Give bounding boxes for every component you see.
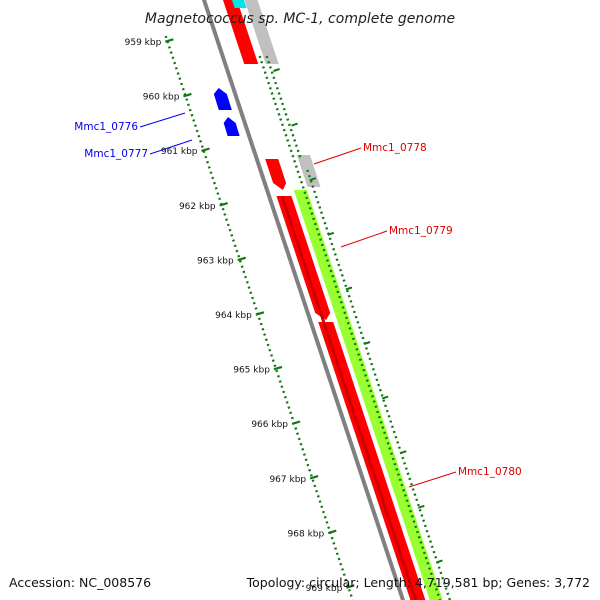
feature-tick-mark (418, 504, 425, 509)
cds-forward-band-top (222, 0, 259, 64)
tick-label: 968 kbp (288, 529, 325, 539)
map-title: Magnetococcus sp. MC-1, complete genome (145, 11, 455, 27)
tick-label: 967 kbp (269, 475, 306, 485)
tick-mark (309, 475, 319, 480)
gene-label: Mmc1_0780 (458, 466, 522, 478)
accession-text: Accession: NC_008576 (9, 575, 151, 590)
outer-ruler-upper (265, 55, 303, 161)
backbone-line (201, 0, 406, 600)
feature-tick-mark (363, 341, 371, 345)
feature-tick-mark (345, 286, 353, 291)
tick-mark (219, 202, 228, 207)
feature-tick-mark (291, 122, 298, 127)
tick-label: 960 kbp (143, 93, 180, 103)
cds-arrow-mmc1-0780 (318, 322, 426, 600)
tick-label: 962 kbp (179, 202, 216, 212)
tick-mark (346, 584, 355, 589)
gene-label: Mmc1_0776 (74, 121, 138, 133)
feature-tick-mark (436, 559, 443, 564)
cds-arrow-mmc1-0777 (223, 117, 240, 136)
tick-label: 966 kbp (251, 420, 288, 430)
feature-ruler (306, 169, 452, 600)
tick-label: 964 kbp (215, 311, 252, 321)
rna-band-top (244, 0, 279, 64)
tick-mark (327, 529, 337, 535)
outer-ruler (258, 55, 442, 600)
tick-mark (237, 256, 247, 262)
cds-arrow-mmc1-0778 (265, 159, 287, 190)
label-leader-line (149, 139, 193, 155)
tick-label: 963 kbp (197, 256, 234, 266)
label-leader-line (340, 230, 388, 248)
label-leader-line (139, 112, 186, 128)
tick-mark (273, 365, 283, 371)
feature-tick-mark (273, 68, 280, 72)
tick-label: 969 kbp (306, 584, 343, 594)
tick-label: 961 kbp (161, 147, 198, 157)
tick-label: 965 kbp (233, 366, 270, 376)
tick-label: 959 kbp (125, 38, 162, 48)
tick-mark (255, 311, 265, 316)
feature-tick-mark (309, 177, 317, 182)
label-leader-line (408, 471, 457, 488)
cds-shade-stripe (280, 196, 418, 600)
gene-label: Mmc1_0777 (84, 148, 148, 160)
tick-mark (201, 147, 210, 152)
ruler-dots (164, 35, 452, 600)
tick-mark (291, 420, 301, 425)
tick-mark (165, 38, 174, 43)
feature-tick-mark (399, 450, 407, 455)
inner-ruler (164, 35, 354, 600)
other-feature-band-top (231, 0, 247, 8)
cog-band (293, 190, 443, 600)
label-leader-line (313, 147, 362, 165)
feature-bands (201, 0, 443, 600)
feature-tick-mark (327, 231, 335, 236)
gene-label: Mmc1_0779 (389, 225, 453, 237)
gene-label: Mmc1_0778 (363, 142, 427, 154)
label-leaders (139, 112, 457, 488)
cds-arrow-mmc1-0776 (213, 88, 232, 110)
gene-labels: Mmc1_0776 Mmc1_0777 Mmc1_0778 Mmc1_0779 Mmc1… (74, 121, 521, 478)
genome-summary-text: Topology: circular; Length: 4,719,581 bp… (246, 575, 590, 590)
tick-mark (183, 92, 192, 98)
tick-marks: 959 kbp 960 kbp 961 kbp 962 kbp 963 kbp 964 k… (125, 38, 443, 594)
feature-tick-mark (381, 395, 389, 400)
